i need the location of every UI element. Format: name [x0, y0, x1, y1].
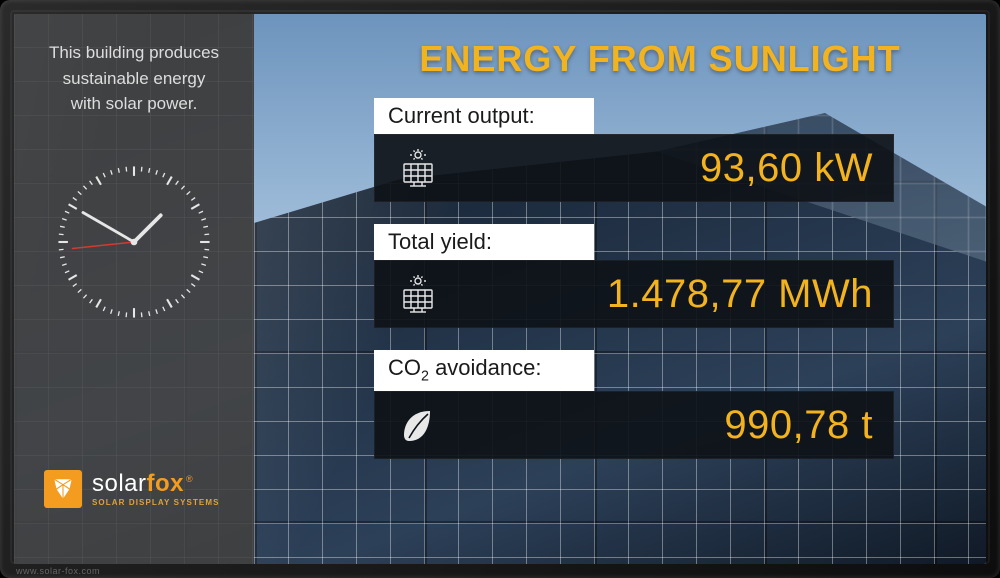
logo-tagline: SOLAR DISPLAY SYSTEMS — [92, 499, 220, 507]
metric-label: Total yield: — [374, 224, 594, 260]
solar-panel-icon — [395, 145, 441, 191]
metric-card: Current output: 93,60 kW — [374, 98, 894, 202]
solarfox-logo-icon — [44, 470, 82, 508]
sidebar-tagline: This building produces sustainable energ… — [36, 40, 232, 117]
metric-label: Current output: — [374, 98, 594, 134]
sidebar: This building produces sustainable energ… — [14, 14, 254, 564]
logo-brand: solarfox® — [92, 472, 220, 496]
solarfox-logo: solarfox® SOLAR DISPLAY SYSTEMS — [36, 470, 232, 508]
metric-label: CO2 avoidance: — [374, 350, 594, 391]
sidebar-tagline-l3: with solar power. — [71, 94, 198, 113]
metric-card: CO2 avoidance: 990,78 t — [374, 350, 894, 459]
headline: ENERGY FROM SUNLIGHT — [374, 38, 946, 80]
tv-frame: This building produces sustainable energ… — [0, 0, 1000, 578]
analog-clock — [49, 157, 219, 327]
metric-value: 990,78 t — [459, 403, 873, 448]
solar-panel-icon — [395, 271, 441, 317]
metric-card: Total yield: 1.478,77 MWh — [374, 224, 894, 328]
leaf-icon — [395, 402, 441, 448]
metric-value: 93,60 kW — [459, 146, 873, 191]
metric-value: 1.478,77 MWh — [459, 272, 873, 317]
footer-url: www.solar-fox.com — [16, 566, 100, 576]
sidebar-tagline-l2: sustainable energy — [63, 69, 206, 88]
display-screen: This building produces sustainable energ… — [14, 14, 986, 564]
main-panel: ENERGY FROM SUNLIGHT Current output: 93,6… — [254, 14, 986, 564]
sidebar-tagline-l1: This building produces — [49, 43, 219, 62]
